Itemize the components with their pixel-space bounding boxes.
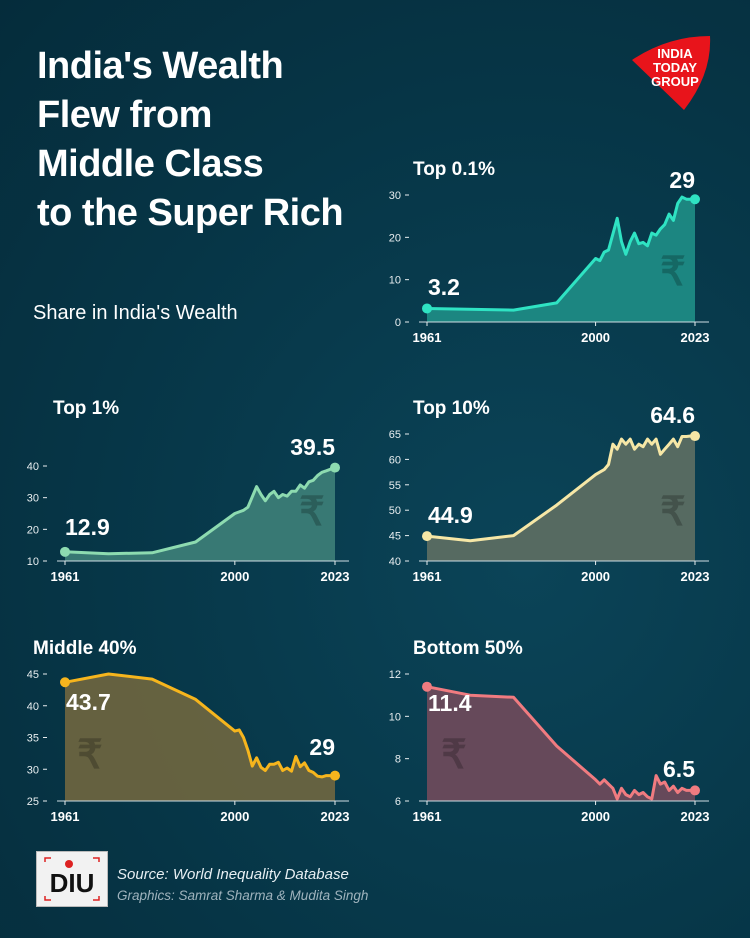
y-tick-label: 0 <box>395 317 401 329</box>
end-value-label: 29 <box>309 734 335 760</box>
y-tick-label: 45 <box>27 669 39 681</box>
y-tick-label: 10 <box>389 711 401 723</box>
y-tick-label: 40 <box>389 556 401 568</box>
svg-text:INDIA: INDIA <box>657 46 693 61</box>
x-tick-label: 1961 <box>51 569 80 584</box>
chart-title: Bottom 50% <box>413 638 523 659</box>
series-line <box>426 434 695 543</box>
x-tick-label: 1961 <box>413 809 442 824</box>
chart-top-1-: Top 1% ₹10 20 30 40 1961 2000 2023 12.9 39.5 <box>27 398 350 584</box>
y-tick-label: 35 <box>27 733 39 745</box>
x-tick-label: 2000 <box>220 569 249 584</box>
end-value-label: 6.5 <box>663 756 695 782</box>
y-tick-label: 8 <box>395 754 401 766</box>
y-tick-label: 30 <box>389 190 401 202</box>
end-value-label: 29 <box>669 167 695 193</box>
source-text: Source: World Inequality Database <box>117 866 349 883</box>
graphics-credit: Graphics: Samrat Sharma & Mudita Singh <box>117 888 369 903</box>
chart-top-10-: Top 10% ₹40 45 50 55 60 65 1961 2000 2023 44.9 64.6 <box>389 398 710 584</box>
chart-title: Top 10% <box>413 398 490 419</box>
x-tick-label: 2023 <box>681 809 710 824</box>
x-tick-label: 1961 <box>51 809 80 824</box>
subtitle: Share in India's Wealth <box>33 302 238 324</box>
chart-middle-40-: Middle 40% ₹25 30 35 40 45 1961 2000 2023 43.7 29 <box>27 638 350 824</box>
end-point <box>330 462 340 473</box>
end-point <box>690 785 700 796</box>
series-line <box>64 672 335 779</box>
start-point <box>60 677 70 688</box>
chart-bottom-50-: Bottom 50% ₹6 8 10 12 1961 2000 2023 11.4 6.5 <box>389 638 710 824</box>
x-tick-label: 2023 <box>681 330 710 345</box>
series-line <box>426 685 695 801</box>
y-tick-label: 6 <box>395 796 401 808</box>
title-line: India's Wealth <box>37 45 284 87</box>
start-point <box>422 303 432 314</box>
end-point <box>690 194 700 205</box>
y-tick-label: 30 <box>27 764 39 776</box>
start-value-label: 43.7 <box>66 689 111 715</box>
y-tick-label: 12 <box>389 669 401 681</box>
chart-title: Middle 40% <box>33 638 137 659</box>
rupee-icon: ₹ <box>299 490 324 534</box>
start-point <box>60 546 70 557</box>
x-tick-label: 2000 <box>581 330 610 345</box>
title-line: Middle Class <box>37 143 264 185</box>
rupee-icon: ₹ <box>660 250 685 294</box>
y-tick-label: 40 <box>27 461 39 473</box>
title-line: Flew from <box>37 94 212 136</box>
start-value-label: 44.9 <box>428 502 473 528</box>
start-value-label: 11.4 <box>428 690 472 716</box>
diu-logo: DIU <box>36 851 108 907</box>
x-tick-label: 2000 <box>581 569 610 584</box>
x-tick-label: 1961 <box>413 569 442 584</box>
series-line <box>64 466 336 556</box>
title-line: to the Super Rich <box>37 192 344 234</box>
page-title: India's Wealth Flew from Middle Class to… <box>37 42 344 238</box>
chart-title: Top 0.1% <box>413 159 495 180</box>
start-value-label: 3.2 <box>428 274 460 300</box>
start-point <box>422 681 432 692</box>
y-tick-label: 30 <box>27 493 39 505</box>
rupee-icon: ₹ <box>441 733 466 777</box>
y-tick-label: 10 <box>389 275 401 287</box>
y-tick-label: 40 <box>27 701 39 713</box>
area-fill <box>427 436 695 561</box>
area-fill <box>427 686 695 801</box>
y-tick-label: 60 <box>389 454 401 466</box>
start-point <box>422 531 432 542</box>
y-tick-label: 65 <box>389 429 401 441</box>
x-tick-label: 1961 <box>413 330 442 345</box>
svg-text:GROUP: GROUP <box>651 74 699 89</box>
start-value-label: 12.9 <box>65 514 110 540</box>
y-tick-label: 20 <box>389 232 401 244</box>
area-fill <box>427 197 695 322</box>
india-today-group-logo: INDIA TODAY GROUP <box>632 36 711 110</box>
x-tick-label: 2023 <box>321 809 350 824</box>
area-fill <box>65 467 335 561</box>
end-point <box>330 770 340 781</box>
x-tick-label: 2000 <box>581 809 610 824</box>
y-tick-label: 45 <box>389 531 401 543</box>
y-tick-label: 20 <box>27 524 39 536</box>
chart-top-0-1-: Top 0.1% ₹0 10 20 30 1961 2000 2023 3.2 29 <box>389 159 710 345</box>
x-tick-label: 2000 <box>220 809 249 824</box>
series-line <box>426 195 695 312</box>
svg-text:TODAY: TODAY <box>653 60 697 75</box>
chart-title: Top 1% <box>53 398 119 419</box>
rupee-icon: ₹ <box>660 490 685 534</box>
x-tick-label: 2023 <box>681 569 710 584</box>
y-tick-label: 10 <box>27 556 39 568</box>
rupee-icon: ₹ <box>77 733 102 777</box>
y-tick-label: 55 <box>389 480 401 492</box>
end-value-label: 64.6 <box>650 402 695 428</box>
y-tick-label: 25 <box>27 796 39 808</box>
svg-text:DIU: DIU <box>50 868 95 898</box>
end-value-label: 39.5 <box>290 434 335 460</box>
x-tick-label: 2023 <box>321 569 350 584</box>
y-tick-label: 50 <box>389 505 401 517</box>
end-point <box>690 431 700 442</box>
